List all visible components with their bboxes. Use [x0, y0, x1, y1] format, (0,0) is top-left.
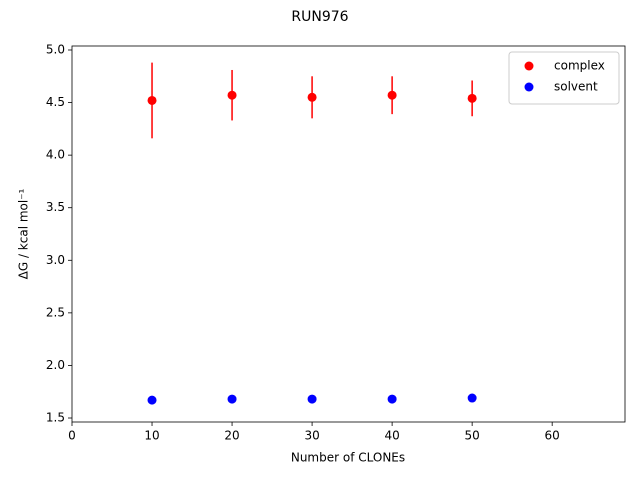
x-axis-label: Number of CLONEs — [291, 451, 405, 465]
data-point — [147, 95, 157, 105]
data-point — [307, 92, 317, 102]
data-point — [307, 394, 317, 404]
y-tick-label: 5.0 — [46, 42, 65, 56]
y-tick-label: 4.5 — [46, 95, 65, 109]
y-tick-label: 3.0 — [46, 253, 65, 267]
legend-marker — [524, 82, 534, 92]
plot-frame — [71, 45, 626, 423]
legend-label: solvent — [554, 80, 598, 94]
legend-label: complex — [554, 59, 605, 73]
chart-title: RUN976 — [291, 9, 348, 25]
x-tick-label: 30 — [304, 429, 319, 443]
y-tick-label: 2.5 — [46, 305, 65, 319]
legend-marker — [524, 61, 534, 71]
legend-box — [508, 51, 620, 105]
data-point — [227, 90, 237, 100]
data-point — [387, 90, 397, 100]
data-point — [467, 393, 477, 403]
y-tick-label: 2.0 — [46, 358, 65, 372]
x-tick-label: 0 — [68, 429, 76, 443]
y-tick-label: 1.5 — [46, 411, 65, 425]
data-point — [147, 395, 157, 405]
data-point — [227, 394, 237, 404]
y-tick-label: 3.5 — [46, 200, 65, 214]
x-tick-label: 10 — [144, 429, 159, 443]
x-tick-label: 40 — [384, 429, 399, 443]
data-point — [387, 394, 397, 404]
y-tick-label: 4.0 — [46, 148, 65, 162]
x-tick-label: 60 — [545, 429, 560, 443]
data-point — [467, 93, 477, 103]
x-tick-label: 50 — [465, 429, 480, 443]
x-tick-label: 20 — [224, 429, 239, 443]
y-axis-label: ΔG / kcal mol⁻¹ — [17, 188, 31, 279]
